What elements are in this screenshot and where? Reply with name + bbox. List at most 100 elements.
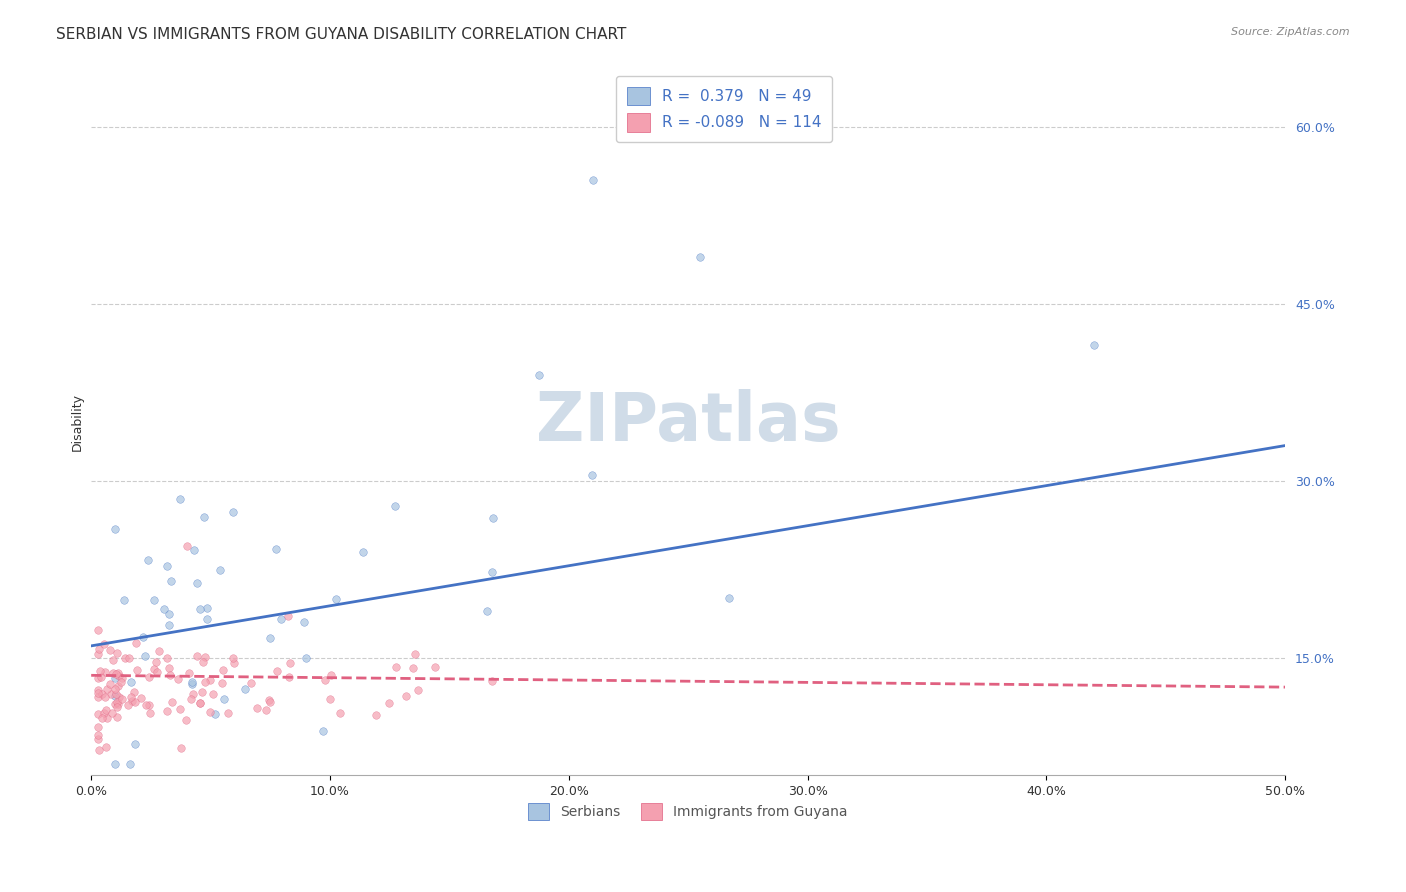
Point xyxy=(94,665,117,680)
Point xyxy=(153,601,176,615)
Point xyxy=(202,687,225,701)
Point xyxy=(278,656,301,670)
Point xyxy=(198,673,221,687)
Point xyxy=(93,637,115,651)
Point xyxy=(169,702,191,716)
Point xyxy=(406,683,429,698)
Point xyxy=(104,687,127,701)
Point xyxy=(186,576,208,591)
Point xyxy=(180,677,202,691)
Point xyxy=(157,661,180,675)
Point xyxy=(91,687,114,701)
Point xyxy=(87,690,110,705)
Legend: Serbians, Immigrants from Guyana: Serbians, Immigrants from Guyana xyxy=(523,797,853,825)
Point xyxy=(194,674,217,689)
Point xyxy=(174,714,197,728)
Point xyxy=(259,695,281,709)
Point xyxy=(186,649,208,664)
Point xyxy=(188,697,211,711)
Point xyxy=(166,672,188,686)
Point xyxy=(156,650,179,665)
Point xyxy=(124,695,146,709)
Point xyxy=(138,698,160,712)
Point xyxy=(120,690,142,705)
Point xyxy=(352,545,374,559)
Point xyxy=(87,686,110,700)
Point xyxy=(191,684,214,698)
Point xyxy=(91,710,114,724)
Point xyxy=(114,593,136,607)
Point xyxy=(87,707,110,722)
Point xyxy=(93,706,115,720)
Point xyxy=(222,505,245,519)
Point xyxy=(581,467,603,482)
Point xyxy=(104,523,127,537)
Point xyxy=(270,612,292,626)
Point xyxy=(582,173,605,187)
Point xyxy=(402,661,425,675)
Point xyxy=(134,649,156,664)
Point xyxy=(188,601,211,615)
Point xyxy=(96,711,118,725)
Point xyxy=(197,601,219,615)
Point xyxy=(329,706,352,721)
Point xyxy=(180,692,202,706)
Point xyxy=(145,655,167,669)
Point xyxy=(377,696,399,710)
Point xyxy=(87,623,110,637)
Point xyxy=(295,651,318,665)
Point xyxy=(181,687,204,701)
Point xyxy=(107,679,129,693)
Point xyxy=(423,660,446,674)
Point xyxy=(384,500,406,514)
Point xyxy=(89,642,111,657)
Point xyxy=(221,651,243,665)
Point xyxy=(108,690,131,705)
Point xyxy=(148,644,170,658)
Point xyxy=(319,692,342,706)
Point xyxy=(718,591,741,605)
Point xyxy=(100,687,122,701)
Point xyxy=(193,509,215,524)
Point xyxy=(132,630,155,644)
Point xyxy=(217,706,239,721)
Point xyxy=(181,674,204,689)
Point xyxy=(156,558,179,573)
Point xyxy=(104,697,127,711)
Point xyxy=(125,636,148,650)
Point xyxy=(104,756,127,771)
Point xyxy=(212,664,235,678)
Point xyxy=(170,740,193,755)
Text: SERBIAN VS IMMIGRANTS FROM GUYANA DISABILITY CORRELATION CHART: SERBIAN VS IMMIGRANTS FROM GUYANA DISABI… xyxy=(56,27,627,42)
Point xyxy=(212,691,235,706)
Point xyxy=(176,539,198,553)
Point xyxy=(395,689,418,703)
Point xyxy=(105,710,128,724)
Text: ZIPatlas: ZIPatlas xyxy=(536,389,841,455)
Point xyxy=(160,695,183,709)
Point xyxy=(104,667,127,681)
Point xyxy=(108,669,131,683)
Point xyxy=(129,690,152,705)
Y-axis label: Disability: Disability xyxy=(72,393,84,451)
Point xyxy=(122,685,145,699)
Point xyxy=(482,511,505,525)
Point xyxy=(146,665,169,680)
Point xyxy=(194,650,217,665)
Point xyxy=(364,708,387,723)
Point xyxy=(143,593,166,607)
Point xyxy=(156,704,179,718)
Point xyxy=(157,607,180,621)
Text: Source: ZipAtlas.com: Source: ZipAtlas.com xyxy=(1232,27,1350,37)
Point xyxy=(114,650,136,665)
Point xyxy=(104,671,127,685)
Point xyxy=(136,553,159,567)
Point xyxy=(87,648,110,662)
Point xyxy=(87,731,110,746)
Point xyxy=(96,681,118,696)
Point xyxy=(105,646,128,660)
Point xyxy=(259,631,281,645)
Point xyxy=(160,574,183,588)
Point xyxy=(120,674,142,689)
Point xyxy=(188,696,211,710)
